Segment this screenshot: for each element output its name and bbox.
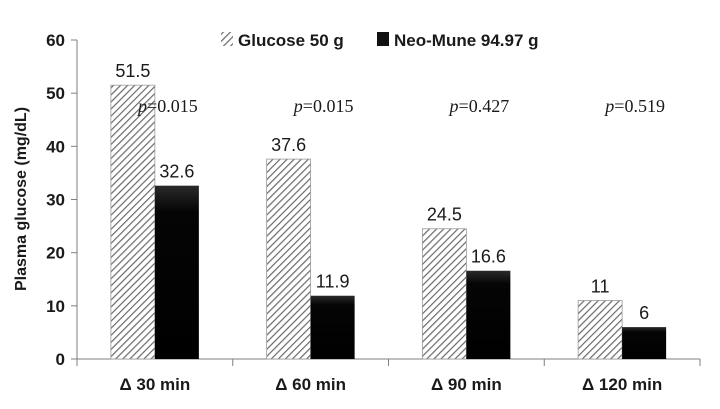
p-value-annotation: p=0.015 xyxy=(136,96,198,116)
legend-swatch-neomune xyxy=(377,32,389,46)
x-tick-label: Δ 60 min xyxy=(275,375,346,394)
legend-label-glucose: Glucose 50 g xyxy=(238,31,344,50)
data-label-glucose: 51.5 xyxy=(115,61,150,81)
data-label-neomune: 11.9 xyxy=(316,272,350,292)
y-tick-label: 20 xyxy=(46,244,65,263)
bar-glucose xyxy=(266,158,312,360)
legend: Glucose 50 g Neo-Mune 94.97 g xyxy=(221,31,539,50)
legend-label-neomune: Neo-Mune 94.97 g xyxy=(394,31,539,50)
p-value-annotation: p=0.427 xyxy=(448,96,510,116)
bars xyxy=(110,84,667,360)
p-value-annotation: p=0.015 xyxy=(292,96,354,116)
x-tick-label: Δ 120 min xyxy=(582,375,662,394)
y-tick-label: 30 xyxy=(46,191,65,210)
axes: 0 10 20 30 40 50 60 Δ 30 min Δ 60 min Δ 90 min Δ 1… xyxy=(46,31,701,394)
data-label-neomune: 6 xyxy=(639,303,649,323)
bar-neomune xyxy=(466,270,511,359)
p-value-text: =0.015 xyxy=(303,96,354,116)
bar-glucose xyxy=(110,84,156,360)
p-value-annotation: p=0.519 xyxy=(603,96,665,116)
y-tick-label: 0 xyxy=(56,350,65,369)
data-label-glucose: 11 xyxy=(591,277,610,297)
y-tick-label: 60 xyxy=(46,31,65,50)
data-label-glucose: 24.5 xyxy=(427,205,462,225)
p-value-symbol: p xyxy=(292,96,303,116)
legend-swatch-glucose xyxy=(221,32,233,46)
bar-neomune xyxy=(622,327,667,359)
x-tick-label: Δ 90 min xyxy=(431,375,502,394)
p-value-text: =0.427 xyxy=(459,96,510,116)
bar-glucose xyxy=(577,300,623,360)
y-tick-label: 10 xyxy=(46,297,65,316)
y-axis-label: Plasma glucose (mg/dL) xyxy=(13,107,30,291)
bar-glucose xyxy=(421,228,467,360)
y-tick-label: 50 xyxy=(46,84,65,103)
data-label-neomune: 32.6 xyxy=(159,162,194,182)
y-tick-label: 40 xyxy=(46,137,65,156)
p-value-text: =0.015 xyxy=(147,96,198,116)
p-value-symbol: p xyxy=(448,96,459,116)
p-value-symbol: p xyxy=(136,96,147,116)
x-tick-label: Δ 30 min xyxy=(119,375,190,394)
data-label-neomune: 16.6 xyxy=(471,247,506,267)
data-label-glucose: 37.6 xyxy=(271,135,306,155)
p-value-symbol: p xyxy=(603,96,614,116)
bar-neomune xyxy=(154,185,199,359)
bar-neomune xyxy=(310,295,355,359)
data-labels: 51.532.6p=0.01537.611.9p=0.01524.516.6p=… xyxy=(115,61,665,323)
p-value-text: =0.519 xyxy=(614,96,665,116)
